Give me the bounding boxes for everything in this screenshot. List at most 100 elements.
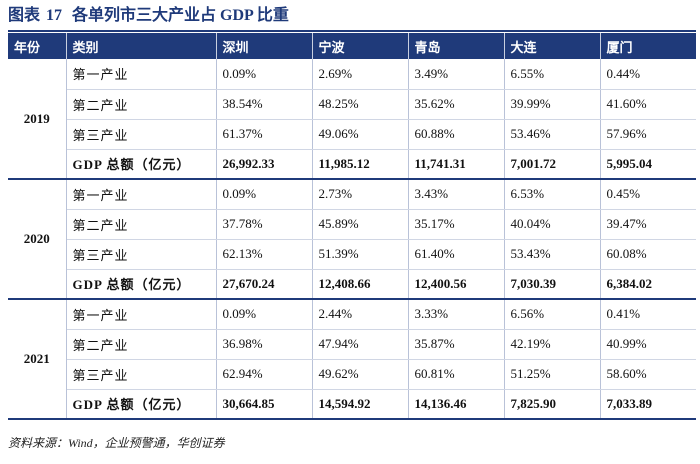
year-cell: 2021 bbox=[8, 299, 67, 420]
value-cell: 61.37% bbox=[216, 119, 313, 150]
value-cell: 40.04% bbox=[504, 209, 601, 240]
table-row: 第三产业 61.37% 49.06% 60.88% 53.46% 57.96% bbox=[8, 119, 696, 150]
value-cell: 39.99% bbox=[504, 89, 601, 120]
value-cell: 48.25% bbox=[312, 89, 409, 120]
value-cell: 51.25% bbox=[504, 359, 601, 390]
value-cell: 57.96% bbox=[600, 119, 696, 150]
value-cell: 6.53% bbox=[504, 179, 601, 210]
table-row: GDP 总额（亿元） 30,664.85 14,594.92 14,136.46 7,8… bbox=[8, 389, 696, 420]
value-cell: 37.78% bbox=[216, 209, 313, 240]
value-cell: 3.49% bbox=[408, 59, 505, 90]
gdp-structure-table: 年份 类别 深圳 宁波 青岛 大连 厦门 2019 第一产业 0.09% 2.69% 3… bbox=[8, 33, 696, 420]
value-cell: 6,384.02 bbox=[600, 269, 696, 300]
value-cell: 40.99% bbox=[600, 329, 696, 360]
category-cell: 第二产业 bbox=[66, 209, 217, 240]
table-header-row: 年份 类别 深圳 宁波 青岛 大连 厦门 bbox=[8, 33, 696, 59]
value-cell: 35.62% bbox=[408, 89, 505, 120]
table-row: 第三产业 62.13% 51.39% 61.40% 53.43% 60.08% bbox=[8, 239, 696, 270]
category-cell: 第二产业 bbox=[66, 89, 217, 120]
value-cell: 38.54% bbox=[216, 89, 313, 120]
value-cell: 60.88% bbox=[408, 119, 505, 150]
value-cell: 35.17% bbox=[408, 209, 505, 240]
value-cell: 5,995.04 bbox=[600, 149, 696, 180]
value-cell: 0.44% bbox=[600, 59, 696, 90]
value-cell: 0.41% bbox=[600, 299, 696, 330]
category-cell: GDP 总额（亿元） bbox=[66, 149, 217, 180]
table-row: 第二产业 37.78% 45.89% 35.17% 40.04% 39.47% bbox=[8, 209, 696, 240]
value-cell: 12,408.66 bbox=[312, 269, 409, 300]
table-row: GDP 总额（亿元） 26,992.33 11,985.12 11,741.31 7,0… bbox=[8, 149, 696, 180]
value-cell: 60.08% bbox=[600, 239, 696, 270]
value-cell: 0.09% bbox=[216, 299, 313, 330]
value-cell: 3.33% bbox=[408, 299, 505, 330]
value-cell: 62.13% bbox=[216, 239, 313, 270]
value-cell: 53.46% bbox=[504, 119, 601, 150]
value-cell: 12,400.56 bbox=[408, 269, 505, 300]
value-cell: 6.56% bbox=[504, 299, 601, 330]
value-cell: 51.39% bbox=[312, 239, 409, 270]
header-ningbo: 宁波 bbox=[312, 33, 409, 59]
value-cell: 49.62% bbox=[312, 359, 409, 390]
year-cell: 2020 bbox=[8, 179, 67, 300]
category-cell: GDP 总额（亿元） bbox=[66, 389, 217, 420]
header-dalian: 大连 bbox=[504, 33, 601, 59]
category-cell: GDP 总额（亿元） bbox=[66, 269, 217, 300]
value-cell: 2.73% bbox=[312, 179, 409, 210]
value-cell: 45.89% bbox=[312, 209, 409, 240]
table-row: 2021 第一产业 0.09% 2.44% 3.33% 6.56% 0.41% bbox=[8, 299, 696, 420]
figure-label: 图表 bbox=[8, 7, 41, 24]
table-row: 2020 第一产业 0.09% 2.73% 3.43% 6.53% 0.45% bbox=[8, 179, 696, 300]
value-cell: 6.55% bbox=[504, 59, 601, 90]
value-cell: 30,664.85 bbox=[216, 389, 313, 420]
value-cell: 26,992.33 bbox=[216, 149, 313, 180]
value-cell: 0.45% bbox=[600, 179, 696, 210]
figure-title: 图表 17 各单列市三大产业占 GDP 比重 bbox=[8, 2, 289, 30]
table-row: 2019 第一产业 0.09% 2.69% 3.49% 6.55% 0.44% bbox=[8, 59, 696, 180]
header-xiamen: 厦门 bbox=[600, 33, 696, 59]
value-cell: 7,030.39 bbox=[504, 269, 601, 300]
value-cell: 27,670.24 bbox=[216, 269, 313, 300]
value-cell: 11,741.31 bbox=[408, 149, 505, 180]
value-cell: 39.47% bbox=[600, 209, 696, 240]
table-row: 第二产业 36.98% 47.94% 35.87% 42.19% 40.99% bbox=[8, 329, 696, 360]
value-cell: 14,136.46 bbox=[408, 389, 505, 420]
year-cell: 2019 bbox=[8, 59, 67, 180]
category-cell: 第一产业 bbox=[66, 299, 217, 330]
value-cell: 0.09% bbox=[216, 179, 313, 210]
value-cell: 60.81% bbox=[408, 359, 505, 390]
table-row: 第三产业 62.94% 49.62% 60.81% 51.25% 58.60% bbox=[8, 359, 696, 390]
category-cell: 第三产业 bbox=[66, 119, 217, 150]
value-cell: 58.60% bbox=[600, 359, 696, 390]
header-year: 年份 bbox=[8, 33, 67, 59]
source-note: 资料来源：Wind，企业预警通，华创证券 bbox=[8, 436, 225, 450]
value-cell: 7,001.72 bbox=[504, 149, 601, 180]
value-cell: 14,594.92 bbox=[312, 389, 409, 420]
category-cell: 第一产业 bbox=[66, 179, 217, 210]
header-shenzhen: 深圳 bbox=[216, 33, 313, 59]
header-qingdao: 青岛 bbox=[408, 33, 505, 59]
value-cell: 2.44% bbox=[312, 299, 409, 330]
value-cell: 53.43% bbox=[504, 239, 601, 270]
value-cell: 2.69% bbox=[312, 59, 409, 90]
category-cell: 第一产业 bbox=[66, 59, 217, 90]
category-cell: 第三产业 bbox=[66, 359, 217, 390]
header-category: 类别 bbox=[66, 33, 217, 59]
title-rule bbox=[8, 30, 696, 32]
value-cell: 61.40% bbox=[408, 239, 505, 270]
value-cell: 49.06% bbox=[312, 119, 409, 150]
value-cell: 42.19% bbox=[504, 329, 601, 360]
value-cell: 36.98% bbox=[216, 329, 313, 360]
value-cell: 3.43% bbox=[408, 179, 505, 210]
table-body: 2019 第一产业 0.09% 2.69% 3.49% 6.55% 0.44% 第二产业 38.… bbox=[8, 59, 696, 420]
value-cell: 47.94% bbox=[312, 329, 409, 360]
figure-number: 17 bbox=[46, 7, 63, 24]
table-row: 第二产业 38.54% 48.25% 35.62% 39.99% 41.60% bbox=[8, 89, 696, 120]
value-cell: 7,033.89 bbox=[600, 389, 696, 420]
value-cell: 62.94% bbox=[216, 359, 313, 390]
value-cell: 41.60% bbox=[600, 89, 696, 120]
value-cell: 0.09% bbox=[216, 59, 313, 90]
figure-title-text: 各单列市三大产业占 GDP 比重 bbox=[72, 7, 289, 24]
table-row: GDP 总额（亿元） 27,670.24 12,408.66 12,400.56 7,0… bbox=[8, 269, 696, 300]
category-cell: 第三产业 bbox=[66, 239, 217, 270]
value-cell: 7,825.90 bbox=[504, 389, 601, 420]
